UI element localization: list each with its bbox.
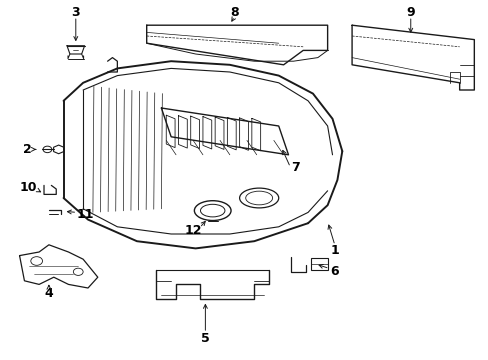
Text: 9: 9: [406, 6, 414, 19]
Text: 12: 12: [184, 224, 202, 237]
Text: 3: 3: [71, 6, 80, 19]
Text: 2: 2: [22, 143, 31, 156]
Text: 7: 7: [291, 161, 300, 174]
Text: 10: 10: [20, 181, 37, 194]
Text: 5: 5: [201, 332, 209, 345]
Text: 1: 1: [330, 244, 339, 257]
Text: 11: 11: [77, 208, 94, 221]
Text: 6: 6: [330, 265, 339, 278]
Text: 8: 8: [230, 6, 239, 19]
Text: 4: 4: [44, 287, 53, 300]
